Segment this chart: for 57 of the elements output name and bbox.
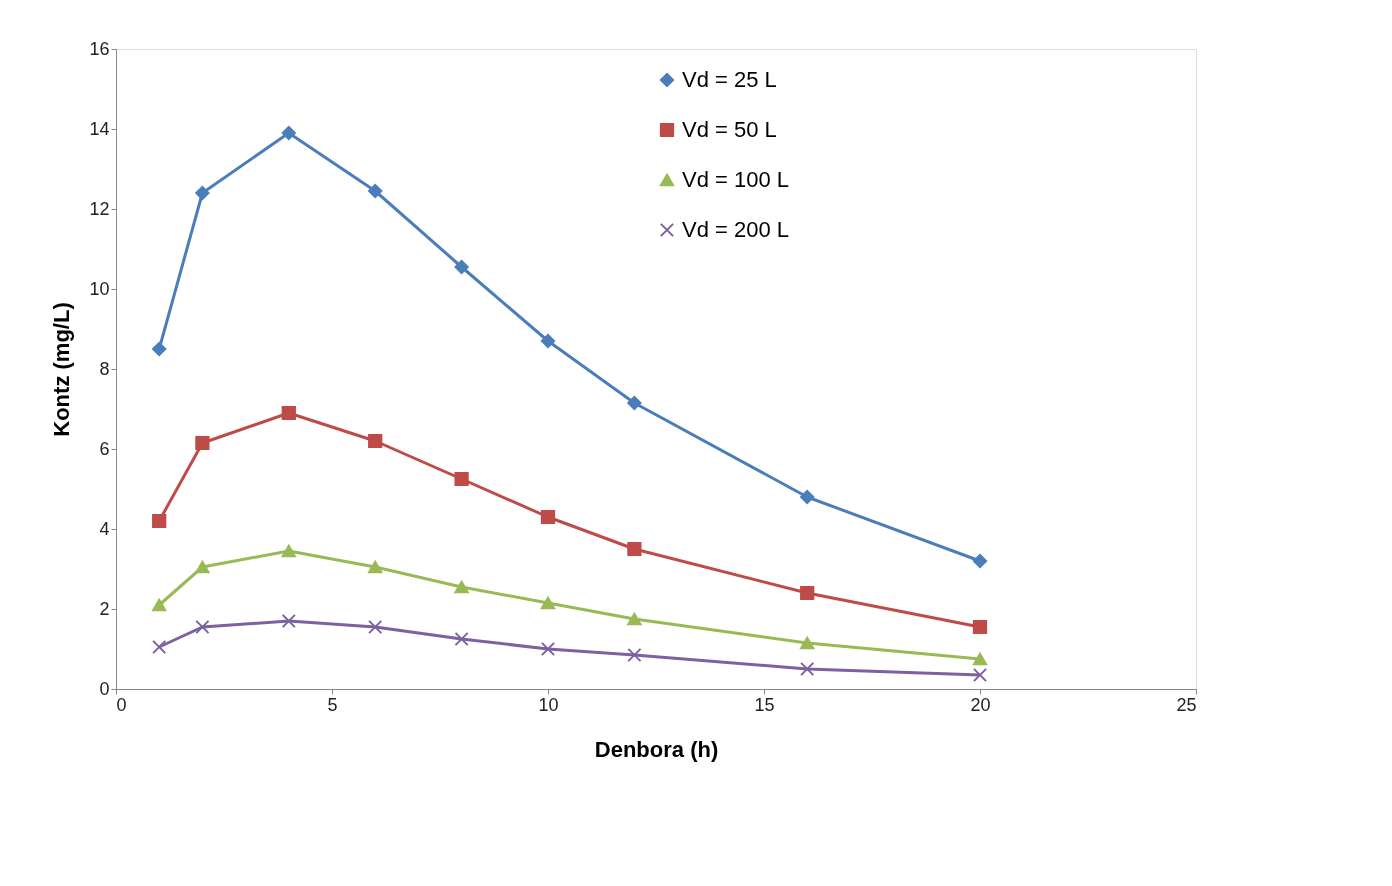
- point: [627, 541, 642, 557]
- point: [972, 553, 988, 569]
- point: [195, 185, 210, 201]
- point: [152, 341, 167, 357]
- y-tick-label: 16: [89, 38, 110, 59]
- legend-label: Vd = 25 L: [682, 67, 777, 92]
- point: [800, 636, 815, 650]
- point: [972, 619, 988, 635]
- point: [368, 560, 383, 574]
- y-tick-label: 12: [89, 198, 110, 219]
- point: [368, 619, 383, 635]
- y-axis-title: Kontz (mg/L): [49, 302, 75, 437]
- y-tick-label: 8: [99, 358, 110, 379]
- point: [540, 509, 556, 525]
- point: [627, 612, 642, 626]
- x-axis-title: Denbora (h): [594, 736, 719, 762]
- y-tick-label: 14: [89, 118, 110, 139]
- point: [540, 333, 556, 349]
- point: [152, 513, 167, 529]
- point: [627, 647, 642, 663]
- x-tick-label: 0: [116, 694, 127, 715]
- legend-label: Vd = 100 L: [682, 167, 790, 192]
- x-tick-label: 10: [538, 694, 559, 715]
- x-tick-label: 15: [754, 694, 775, 715]
- y-tick-label: 0: [99, 678, 110, 699]
- point: [800, 489, 815, 505]
- point: [368, 183, 383, 199]
- point: [195, 619, 210, 635]
- point: [368, 433, 383, 449]
- point: [800, 661, 815, 677]
- x-tick-label: 5: [327, 694, 338, 715]
- point: [454, 580, 469, 594]
- y-tick-label: 6: [99, 438, 110, 459]
- x-tick-label: 25: [1176, 694, 1197, 715]
- point: [454, 471, 469, 487]
- point: [454, 259, 469, 275]
- point: [152, 639, 167, 655]
- x-tick-label: 20: [970, 694, 991, 715]
- point: [454, 631, 469, 647]
- point: [972, 652, 988, 666]
- point: [627, 395, 642, 411]
- point: [540, 596, 556, 610]
- point: [281, 613, 296, 629]
- legend-label: Vd = 200 L: [682, 217, 790, 242]
- y-tick-label: 10: [89, 278, 110, 299]
- legend-label: Vd = 50 L: [682, 117, 777, 142]
- point: [800, 585, 815, 601]
- point: [972, 667, 988, 683]
- point: [281, 405, 296, 421]
- point: [281, 125, 296, 141]
- y-tick-label: 2: [99, 598, 110, 619]
- point: [281, 544, 296, 558]
- y-tick-label: 4: [99, 518, 110, 539]
- point: [195, 560, 210, 574]
- point: [152, 598, 167, 612]
- point: [540, 641, 556, 657]
- point: [195, 435, 210, 451]
